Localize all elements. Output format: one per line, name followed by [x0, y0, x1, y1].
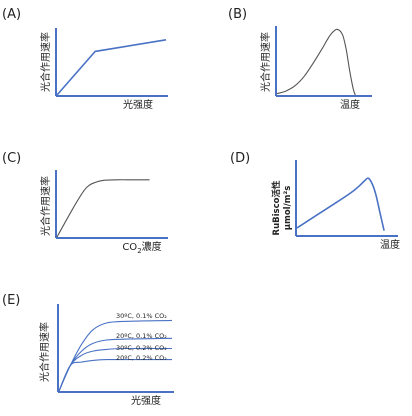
- series-label: 20ºC, 0.2% CO₂: [116, 354, 167, 362]
- x-label-subscript: 2: [137, 247, 141, 255]
- series-group: [296, 177, 385, 231]
- x-label-prefix: CO: [122, 242, 137, 253]
- y-axis-label-line2: µmol/m²s: [283, 186, 293, 231]
- panel-label: (B): [228, 7, 247, 22]
- y-axis-label-line1: RuBisco活性: [271, 180, 282, 235]
- y-axis-label: 光合作用速率: [39, 32, 52, 92]
- series-group: [56, 39, 167, 96]
- panel-label: (E): [2, 293, 20, 308]
- x-axis-label: 光强度: [131, 394, 161, 407]
- panel-label: (A): [2, 7, 21, 22]
- panel-label: (C): [2, 151, 21, 166]
- series-group: [56, 179, 150, 238]
- panel-label: (D): [230, 151, 250, 166]
- panel-c: (C) 光合作用速率 CO2濃度: [2, 151, 168, 255]
- x-axis-label: 温度: [380, 238, 400, 251]
- series-line: [56, 39, 167, 96]
- series-label: 20ºC, 0.1% CO₂: [116, 332, 167, 340]
- panel-d: (D) RuBisco活性 µmol/m²s 温度: [230, 151, 400, 251]
- panel-b: (B) 光合作用速率 温度: [228, 7, 372, 111]
- series-group: [58, 319, 173, 392]
- series-labels: 30ºC, 0.1% CO₂ 20ºC, 0.1% CO₂ 30ºC, 0.2% C…: [116, 312, 167, 362]
- x-label-suffix: 濃度: [142, 240, 162, 253]
- series-group: [276, 28, 356, 96]
- series-label: 30ºC, 0.2% CO₂: [116, 344, 167, 352]
- series-line: [276, 28, 356, 96]
- y-axis-label: 光合作用速率: [259, 32, 272, 92]
- x-axis-label: 温度: [340, 98, 360, 111]
- series-line: [296, 177, 385, 231]
- x-axis-label: 光强度: [123, 98, 153, 111]
- y-axis-label: 光合作用速率: [38, 322, 51, 382]
- y-axis-label: 光合作用速率: [39, 176, 52, 236]
- panel-a: (A) 光合作用速率 光强度: [2, 7, 168, 111]
- panel-e: (E) 光合作用速率 光强度 30ºC, 0.1% CO₂ 20ºC, 0.1% …: [2, 293, 174, 407]
- series-line: [58, 358, 172, 392]
- series-line: [56, 179, 150, 238]
- x-axis-label: CO2濃度: [122, 240, 161, 255]
- series-label: 30ºC, 0.1% CO₂: [116, 312, 167, 320]
